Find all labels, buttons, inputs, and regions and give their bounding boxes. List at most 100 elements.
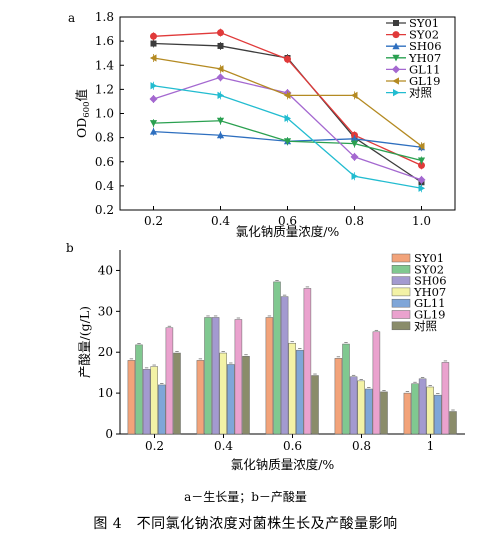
data-point-a xyxy=(350,140,359,148)
bar-b xyxy=(265,317,274,435)
series-a-6 xyxy=(150,81,426,193)
data-point-a xyxy=(351,172,359,180)
data-point-a xyxy=(149,127,158,135)
y-tick-label-b: 0 xyxy=(105,427,113,441)
data-point-a xyxy=(150,82,158,90)
bar-b xyxy=(411,383,419,435)
data-point-a xyxy=(418,184,426,192)
bar-b xyxy=(303,288,312,435)
legend-marker-a xyxy=(392,65,400,74)
legend-marker-a xyxy=(392,54,400,62)
data-point-a xyxy=(216,73,225,82)
x-tick-label-b: 1 xyxy=(427,439,435,453)
legend-marker-a xyxy=(392,31,400,39)
x-tick-label-b: 0.2 xyxy=(145,439,164,453)
legend-swatch-b xyxy=(391,310,411,319)
legend-label-a: GL11 xyxy=(409,62,440,76)
bar-b xyxy=(334,358,343,435)
x-axis-label-b: 氯化钠质量浓度/% xyxy=(231,457,335,472)
bar-b xyxy=(142,369,151,435)
x-tick-label-a: 1.0 xyxy=(412,214,431,228)
data-point-a xyxy=(284,114,292,122)
bar-b xyxy=(280,296,289,435)
bar-b xyxy=(449,411,457,435)
legend-label-a: YH07 xyxy=(408,51,441,65)
panel-letter-b: b xyxy=(66,241,74,255)
legend-label-b: GL19 xyxy=(414,308,445,322)
x-tick-label-a: 0.8 xyxy=(345,214,364,228)
legend-label-a: SY02 xyxy=(409,28,439,42)
bar-b xyxy=(380,391,388,435)
bar-b xyxy=(365,388,373,435)
y-tick-label-a: 0.6 xyxy=(95,155,114,169)
legend-label-a: 对照 xyxy=(409,86,432,100)
bar-b xyxy=(273,281,281,435)
legend-label-b: SY02 xyxy=(414,262,444,276)
bar-b xyxy=(311,375,319,435)
data-point-a xyxy=(284,55,291,63)
data-point-a xyxy=(418,161,425,169)
bar-b xyxy=(196,360,205,435)
x-tick-label-a: 0.4 xyxy=(211,214,230,228)
legend-swatch-b xyxy=(391,265,411,274)
bar-b xyxy=(357,380,365,435)
data-point-a xyxy=(417,175,426,184)
legend-swatch-b xyxy=(391,321,411,331)
bar-b xyxy=(227,364,235,435)
bar-b xyxy=(342,343,350,435)
legend-label-a: SY01 xyxy=(409,16,439,30)
data-point-a xyxy=(217,42,224,49)
y-axis-label-a: OD600值 xyxy=(74,89,92,138)
legend-swatch-b xyxy=(391,287,411,297)
data-point-a xyxy=(283,91,291,100)
bar-b xyxy=(372,331,381,435)
bar-b xyxy=(135,344,143,435)
x-axis-label-a: 氯化钠质量浓度/% xyxy=(236,224,340,239)
panel-a-line-chart: a 0.2 0.4 0.6 0.8 1.0 1.2 1.4 1.6 1.8 0.2 0.4 0.6 0.8… xyxy=(68,10,456,239)
bar-b xyxy=(211,317,220,435)
bar-b xyxy=(296,349,304,435)
x-tick-label-a: 0.6 xyxy=(278,214,297,228)
x-tick-label-a: 0.2 xyxy=(144,214,163,228)
legend-label-a: GL19 xyxy=(409,74,440,88)
y-tick-label-a: 0.2 xyxy=(95,203,114,217)
axes-a xyxy=(119,16,456,211)
legend-swatch-b xyxy=(391,276,411,285)
data-point-a xyxy=(216,131,225,139)
bar-b xyxy=(165,327,174,435)
bar-b xyxy=(173,352,181,435)
y-tick-label-b: 40 xyxy=(98,263,113,277)
legend-marker-a xyxy=(392,77,399,85)
data-point-a xyxy=(217,29,224,37)
data-point-a xyxy=(350,135,359,142)
y-axis-label-b: 产酸量/(g/L) xyxy=(77,306,92,378)
legend-label-a: SH06 xyxy=(409,39,442,53)
legend-swatch-b xyxy=(391,253,411,263)
series-a-3 xyxy=(149,116,426,165)
legend-marker-a xyxy=(393,20,399,26)
series-a-1 xyxy=(150,28,425,170)
data-point-a xyxy=(150,32,157,40)
data-point-a xyxy=(149,120,158,127)
series-a-5 xyxy=(149,54,425,151)
data-point-a xyxy=(350,152,359,161)
x-tick-label-b: 0.6 xyxy=(283,439,302,453)
x-tick-label-b: 0.8 xyxy=(352,439,371,453)
data-point-a xyxy=(283,138,292,145)
data-point-a xyxy=(417,142,425,150)
legend-label-b: SY01 xyxy=(414,251,444,265)
bar-b xyxy=(204,317,212,435)
legend-swatch-b xyxy=(391,298,411,308)
x-tick-label-b: 0.4 xyxy=(214,439,233,453)
legend-label-b: GL11 xyxy=(414,296,445,310)
figure-caption: 图 4 不同氯化钠浓度对菌株生长及产酸量影响 xyxy=(93,516,398,532)
y-tick-label-a: 1.6 xyxy=(95,34,114,48)
panel-letter-a: a xyxy=(68,11,75,25)
series-a-4 xyxy=(149,73,426,184)
y-tick-label-b: 30 xyxy=(98,304,113,318)
legend-label-b: SH06 xyxy=(414,274,447,288)
panel-b-bar-chart: b 0 10 20 30 40 0.2 0.4 0.6 0.8 1 氯化钠质量浓度/% 产酸量/(g/L… xyxy=(66,241,465,472)
legend-marker-a xyxy=(392,42,400,50)
data-point-a xyxy=(417,157,426,165)
